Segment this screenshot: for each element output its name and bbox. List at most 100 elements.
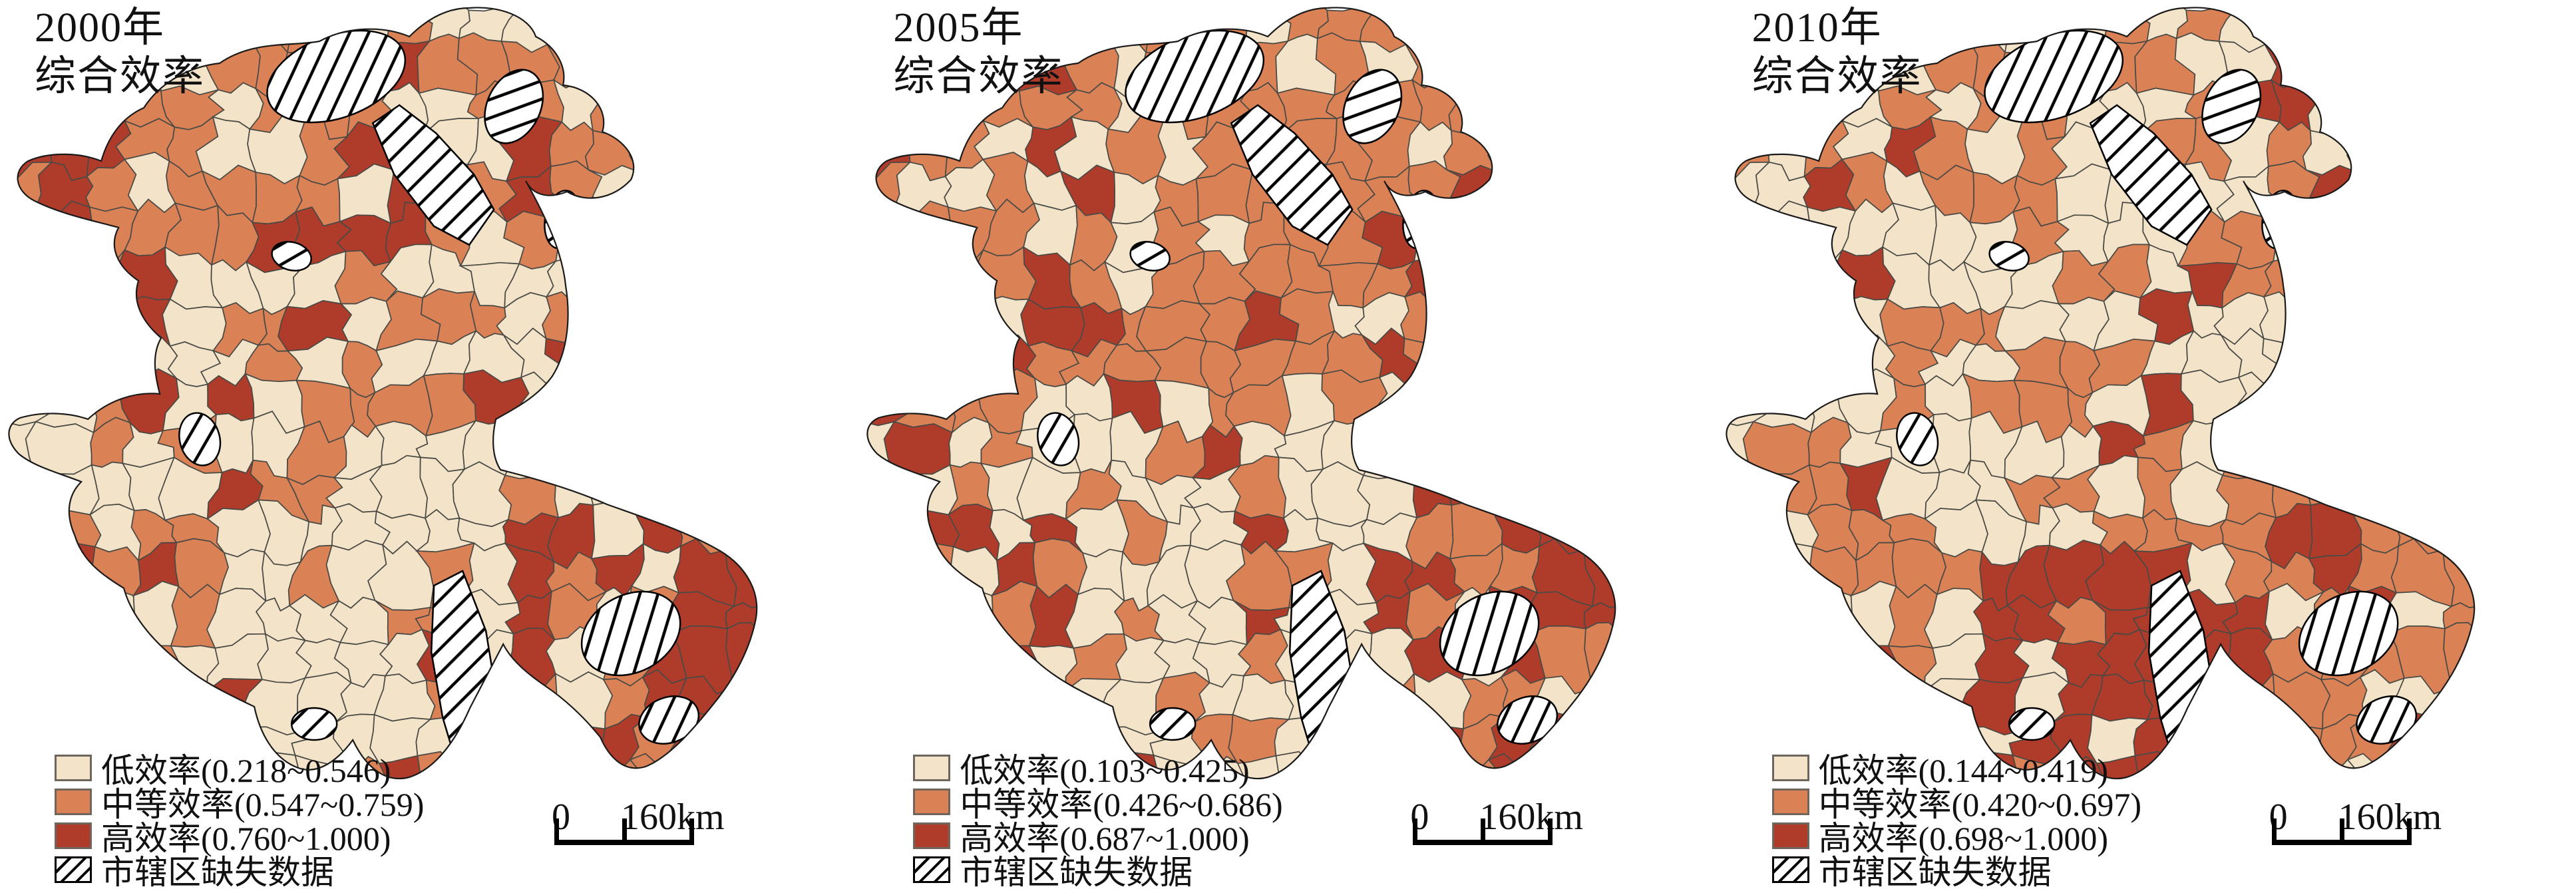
missing-data-layer bbox=[106, 29, 700, 779]
county-cell bbox=[1749, 464, 1817, 524]
county-cell bbox=[799, 757, 856, 827]
county-cell bbox=[2562, 810, 2576, 858]
county-cell bbox=[867, 558, 916, 592]
county-cell bbox=[1020, 682, 1073, 731]
county-cell bbox=[75, 669, 136, 728]
county-cell bbox=[2518, 41, 2576, 96]
county-cell bbox=[802, 2, 859, 53]
map-title-2005: 2005年 综合效率 bbox=[893, 4, 1063, 101]
county-cell bbox=[884, 421, 953, 475]
legend-2010: 低效率(0.144~0.419) 中等效率(0.420~0.697) 高效率(0… bbox=[1771, 751, 2141, 891]
scalebar-tick-right bbox=[689, 818, 694, 840]
county-cell bbox=[1790, 289, 1855, 351]
county-cell bbox=[723, 7, 757, 58]
missing-data-district bbox=[1823, 327, 1871, 359]
county-cell bbox=[2519, 2, 2576, 53]
legend-2005: 低效率(0.103~0.425) 中等效率(0.426~0.686) 高效率(0… bbox=[913, 751, 1283, 891]
county-cell bbox=[0, 804, 51, 866]
county-cell bbox=[1531, 127, 1584, 177]
county-cell bbox=[9, 767, 51, 779]
county-cell bbox=[34, 686, 90, 725]
county-cell bbox=[1756, 626, 1795, 692]
county-cell bbox=[1879, 682, 1931, 731]
county-cell bbox=[931, 289, 996, 351]
county-cell bbox=[867, 456, 903, 523]
county-cell bbox=[1658, 377, 1711, 427]
county-cell bbox=[9, 208, 39, 265]
county-cell bbox=[797, 419, 848, 464]
county-cell bbox=[1797, 329, 1853, 390]
county-cell bbox=[1726, 588, 1767, 641]
county-cell bbox=[1366, 627, 1415, 687]
county-cell bbox=[2516, 757, 2574, 827]
county-cell bbox=[1581, 290, 1616, 345]
county-cell bbox=[1499, 460, 1541, 520]
county-cell bbox=[2188, 714, 2235, 774]
county-cell bbox=[33, 464, 100, 524]
county-cell bbox=[378, 755, 428, 779]
county-cell bbox=[2422, 214, 2474, 266]
county-cell bbox=[2392, 334, 2452, 379]
county-cell bbox=[1791, 669, 1853, 728]
legend-swatch-missing bbox=[1771, 856, 1809, 883]
county-cell bbox=[980, 641, 1037, 684]
county-cell bbox=[587, 7, 645, 51]
county-cell bbox=[897, 626, 936, 692]
county-cell bbox=[582, 373, 646, 442]
missing-data-district bbox=[2355, 695, 2417, 745]
county-cell bbox=[1652, 86, 1717, 138]
map-title-2000: 2000年 综合效率 bbox=[35, 4, 205, 101]
county-cell bbox=[727, 415, 757, 468]
map-title-year: 2005年 bbox=[893, 5, 1024, 51]
county-cell bbox=[2553, 332, 2576, 391]
county-cell bbox=[2358, 460, 2400, 520]
legend-swatch-low bbox=[55, 754, 92, 781]
county-cell bbox=[463, 767, 516, 779]
county-cell bbox=[540, 7, 594, 53]
county-cell bbox=[801, 502, 859, 546]
county-cell bbox=[2475, 46, 2523, 94]
legend-label-missing: 市辖区缺失数据 bbox=[960, 853, 1193, 891]
legend-swatch-medium bbox=[55, 788, 92, 815]
county-cell bbox=[1702, 383, 1718, 429]
county-cell bbox=[2360, 429, 2404, 478]
county-cell bbox=[713, 168, 757, 224]
county-cell bbox=[1525, 7, 1594, 54]
county-cell bbox=[9, 588, 50, 641]
county-cell bbox=[25, 421, 94, 475]
county-cell bbox=[2478, 344, 2523, 383]
county-cell bbox=[1696, 256, 1718, 294]
county-cell bbox=[1705, 635, 1717, 693]
region-outline bbox=[866, 7, 1616, 780]
county-cell bbox=[705, 214, 757, 266]
county-cell bbox=[1660, 41, 1718, 96]
county-cell bbox=[1656, 287, 1708, 355]
missing-data-district bbox=[2201, 69, 2261, 144]
legend-label-low: 低效率(0.218~0.546) bbox=[101, 751, 391, 789]
county-cell bbox=[938, 329, 994, 390]
county-cell bbox=[2216, 727, 2269, 773]
county-cell bbox=[2345, 116, 2397, 176]
county-cell bbox=[1581, 81, 1616, 136]
county-cell bbox=[761, 344, 807, 383]
county-cell bbox=[1702, 499, 1718, 560]
county-cell bbox=[815, 816, 858, 862]
missing-data-district bbox=[965, 327, 1012, 359]
missing-data-district bbox=[1342, 69, 1403, 144]
map-title-metric: 综合效率 bbox=[893, 54, 1064, 100]
county-cell bbox=[1613, 586, 1616, 641]
county-cell bbox=[1581, 375, 1616, 427]
county-cell bbox=[2482, 717, 2526, 777]
county-cell bbox=[9, 558, 57, 592]
county-cell bbox=[2388, 244, 2444, 300]
county-cell bbox=[906, 292, 944, 349]
county-cell bbox=[1529, 163, 1584, 223]
county-cell bbox=[9, 631, 55, 691]
county-cell bbox=[2559, 462, 2576, 510]
county-cell bbox=[2346, 88, 2396, 130]
county-cell bbox=[844, 499, 859, 560]
county-cell bbox=[586, 251, 647, 308]
county-cell bbox=[2440, 81, 2474, 136]
county-cell bbox=[2263, 375, 2310, 445]
county-cell bbox=[9, 510, 49, 568]
